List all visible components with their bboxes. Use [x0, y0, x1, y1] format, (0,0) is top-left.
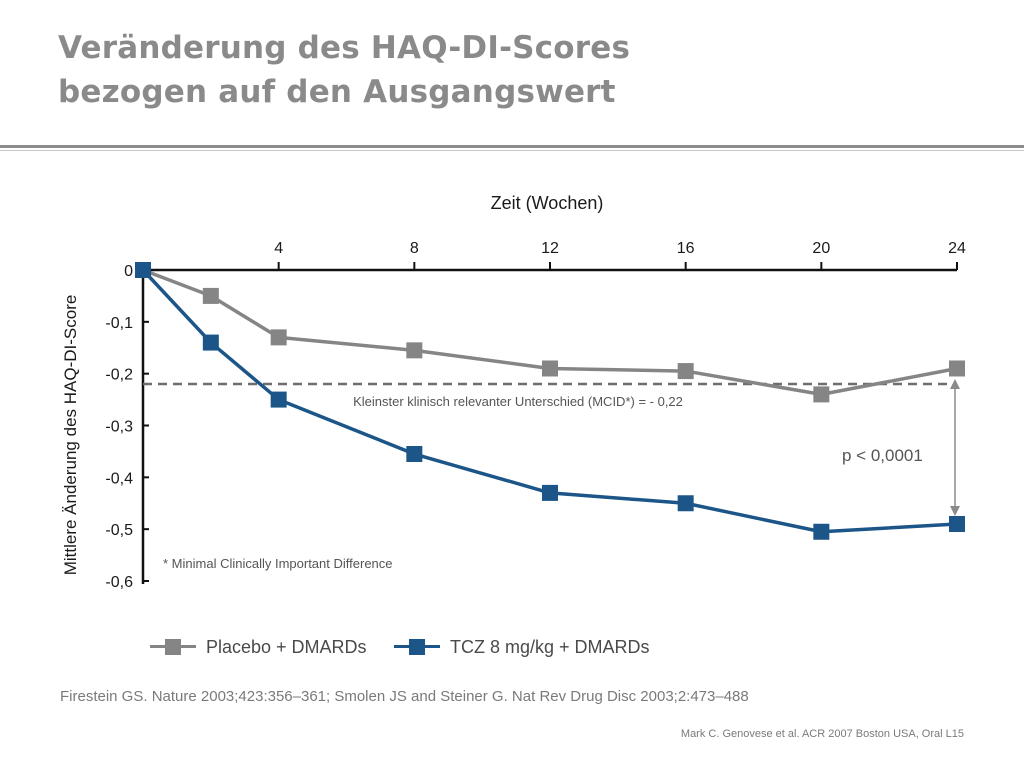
- data-point-placebo: [677, 363, 694, 380]
- data-point-placebo: [813, 386, 830, 403]
- mcid-reference-label: Kleinster klinisch relevanter Unterschie…: [353, 394, 683, 409]
- y-tick-label: -0,2: [105, 367, 133, 384]
- legend-label-placebo: Placebo + DMARDs: [206, 636, 367, 657]
- data-point-tcz: [202, 334, 219, 351]
- footnote: * Minimal Clinically Important Differenc…: [163, 556, 393, 571]
- title-divider-thin: [0, 150, 1024, 151]
- slide-title-line-1: Veränderung des HAQ-DI-Scores: [58, 30, 631, 66]
- y-tick-label: -0,5: [105, 522, 133, 539]
- legend-label-tcz: TCZ 8 mg/kg + DMARDs: [450, 636, 650, 657]
- y-tick-label: -0,6: [105, 574, 133, 591]
- data-point-tcz: [542, 484, 558, 501]
- y-tick-label: -0,3: [105, 419, 133, 436]
- x-tick-label: 20: [812, 240, 830, 257]
- slide-title: Veränderung des HAQ-DI-Scores bezogen au…: [58, 26, 630, 114]
- x-tick-label: 24: [948, 240, 966, 257]
- reference-citation: Firestein GS. Nature 2003;423:356–361; S…: [60, 688, 749, 705]
- data-point-placebo: [542, 360, 558, 377]
- x-tick-label: 8: [410, 240, 419, 257]
- data-point-tcz: [813, 523, 830, 540]
- data-point-placebo: [270, 329, 287, 346]
- series-line-placebo: [142, 268, 958, 397]
- x-tick-label: 4: [274, 240, 283, 257]
- legend-swatch-tcz: [394, 635, 440, 659]
- data-point-tcz: [406, 446, 423, 463]
- haq-di-line-chart: Zeit (Wochen) Mittlere Änderung des HAQ-…: [61, 193, 966, 591]
- slide-title-line-2: bezogen auf den Ausgangswert: [58, 74, 616, 110]
- source-credit: Mark C. Genovese et al. ACR 2007 Boston …: [680, 728, 964, 740]
- y-tick-label: -0,1: [105, 315, 133, 332]
- title-divider: [0, 145, 1024, 148]
- series-line-tcz: [141, 268, 958, 534]
- data-point-tcz: [270, 391, 287, 408]
- legend-swatch-placebo: [150, 635, 196, 659]
- x-tick-label: 12: [541, 240, 559, 257]
- data-point-tcz: [949, 515, 965, 532]
- significance-label: p < 0,0001: [842, 446, 923, 465]
- y-tick-label: 0: [124, 263, 133, 280]
- x-tick-label: 16: [677, 240, 695, 257]
- data-point-tcz: [135, 262, 151, 278]
- data-point-tcz: [677, 495, 694, 512]
- data-point-placebo: [202, 287, 219, 304]
- y-tick-label: -0,4: [105, 470, 133, 487]
- data-point-placebo: [949, 360, 965, 377]
- legend-item-tcz: TCZ 8 mg/kg + DMARDs: [394, 635, 650, 659]
- y-axis-title: Mittlere Änderung des HAQ-DI-Score: [61, 295, 80, 576]
- legend-item-placebo: Placebo + DMARDs: [150, 635, 367, 659]
- x-axis-title: Zeit (Wochen): [491, 193, 604, 213]
- data-point-placebo: [406, 342, 423, 359]
